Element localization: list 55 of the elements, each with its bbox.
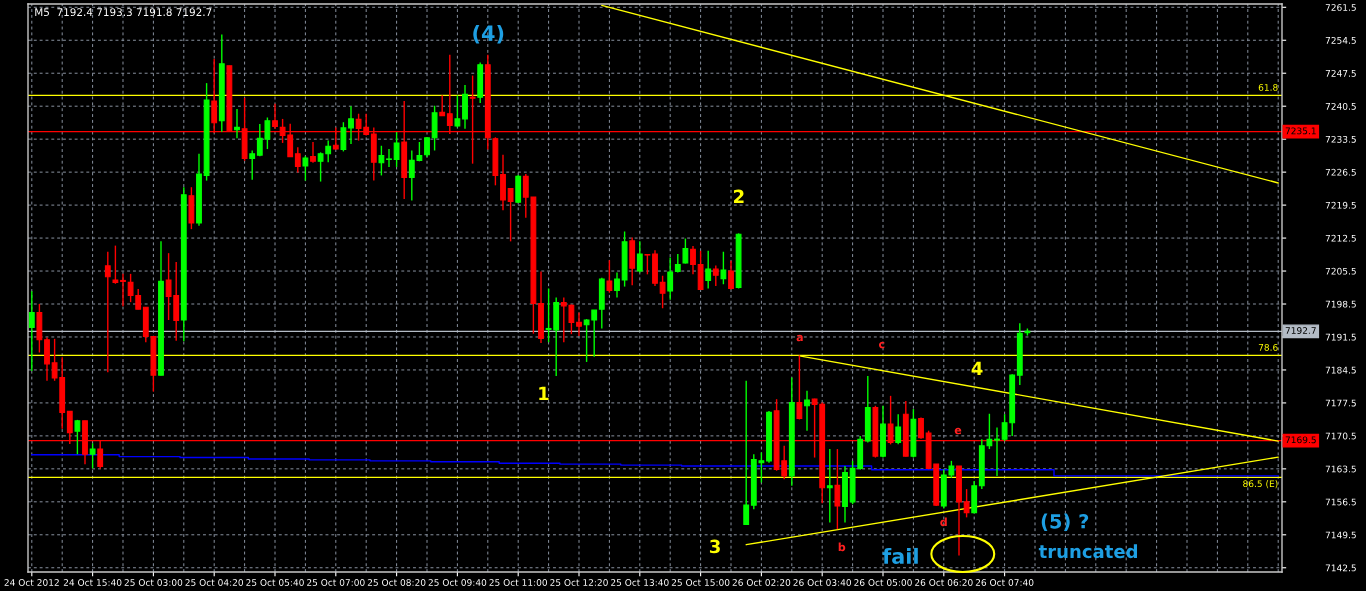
y-tick-label: 7177.5 bbox=[1325, 399, 1356, 407]
x-tick-label: 25 Oct 07:00 bbox=[307, 579, 365, 586]
y-tick-label: 7247.5 bbox=[1325, 69, 1356, 77]
x-tick-label: 26 Oct 05:00 bbox=[854, 579, 912, 586]
annotation: truncated bbox=[1038, 544, 1138, 559]
y-tick-label: 7254.5 bbox=[1325, 36, 1356, 44]
annotation: (4) bbox=[473, 24, 504, 44]
annotation: (5) ? bbox=[1041, 513, 1089, 531]
y-tick-label: 7233.5 bbox=[1325, 135, 1356, 143]
x-tick-label: 25 Oct 08:20 bbox=[367, 579, 426, 586]
ref-line-label: 7169.5 bbox=[1285, 436, 1316, 444]
x-tick-label: 25 Oct 13:40 bbox=[611, 579, 669, 586]
annotation: 3 bbox=[709, 539, 720, 554]
x-tick-label: 25 Oct 05:40 bbox=[246, 579, 304, 586]
ref-line-label: 7192.7 bbox=[1285, 327, 1316, 334]
y-tick-label: 7219.5 bbox=[1325, 201, 1356, 209]
y-tick-label: 7205.5 bbox=[1325, 267, 1356, 275]
annotation: d bbox=[940, 517, 947, 527]
y-tick-label: 7163.5 bbox=[1325, 465, 1356, 473]
x-tick-label: 25 Oct 04:20 bbox=[185, 579, 244, 586]
y-tick-label: 7261.5 bbox=[1325, 4, 1356, 11]
ref-line-label: 7235.1 bbox=[1285, 127, 1316, 135]
y-tick-label: 7240.5 bbox=[1325, 102, 1356, 110]
ref-line-label: 86.5 (E) bbox=[1243, 480, 1278, 489]
annotation: b bbox=[838, 542, 846, 552]
x-tick-label: 25 Oct 12:20 bbox=[550, 579, 608, 586]
x-tick-label: 25 Oct 09:40 bbox=[428, 579, 487, 586]
x-tick-label: 24 Oct 2012 bbox=[4, 579, 59, 586]
y-tick-label: 7198.5 bbox=[1325, 300, 1356, 308]
annotation: fail bbox=[882, 547, 918, 565]
y-tick-label: 7170.5 bbox=[1325, 432, 1356, 440]
x-tick-label: 25 Oct 03:00 bbox=[124, 579, 183, 586]
y-tick-label: 7226.5 bbox=[1325, 168, 1356, 176]
y-tick-label: 7212.5 bbox=[1325, 234, 1356, 242]
x-tick-label: 26 Oct 06:20 bbox=[915, 579, 973, 586]
x-tick-label: 25 Oct 15:00 bbox=[671, 579, 730, 586]
y-tick-label: 7191.5 bbox=[1325, 333, 1356, 341]
annotation: e bbox=[954, 427, 962, 435]
x-tick-label: 26 Oct 07:40 bbox=[975, 579, 1034, 586]
y-tick-label: 7156.5 bbox=[1325, 498, 1356, 506]
annotation: c bbox=[878, 341, 885, 349]
y-tick-label: 7149.5 bbox=[1325, 531, 1356, 539]
x-tick-label: 26 Oct 03:40 bbox=[793, 579, 852, 586]
annotation: 78.6 bbox=[1258, 343, 1278, 351]
x-tick-label: 24 Oct 15:40 bbox=[63, 579, 122, 586]
annotation: 1 bbox=[539, 386, 549, 400]
y-tick-label: 7184.5 bbox=[1325, 366, 1356, 374]
annotation: a bbox=[796, 334, 803, 342]
annotation: 4 bbox=[971, 361, 983, 375]
annotation: 61.8 bbox=[1258, 84, 1278, 91]
chart-title: M5 7192.4 7193.3 7191.8 7192.7 bbox=[35, 8, 212, 17]
y-tick-label: 7142.5 bbox=[1325, 564, 1356, 572]
annotation: 2 bbox=[734, 189, 744, 203]
x-tick-label: 25 Oct 11:00 bbox=[489, 579, 548, 586]
x-tick-label: 26 Oct 02:20 bbox=[732, 579, 791, 586]
